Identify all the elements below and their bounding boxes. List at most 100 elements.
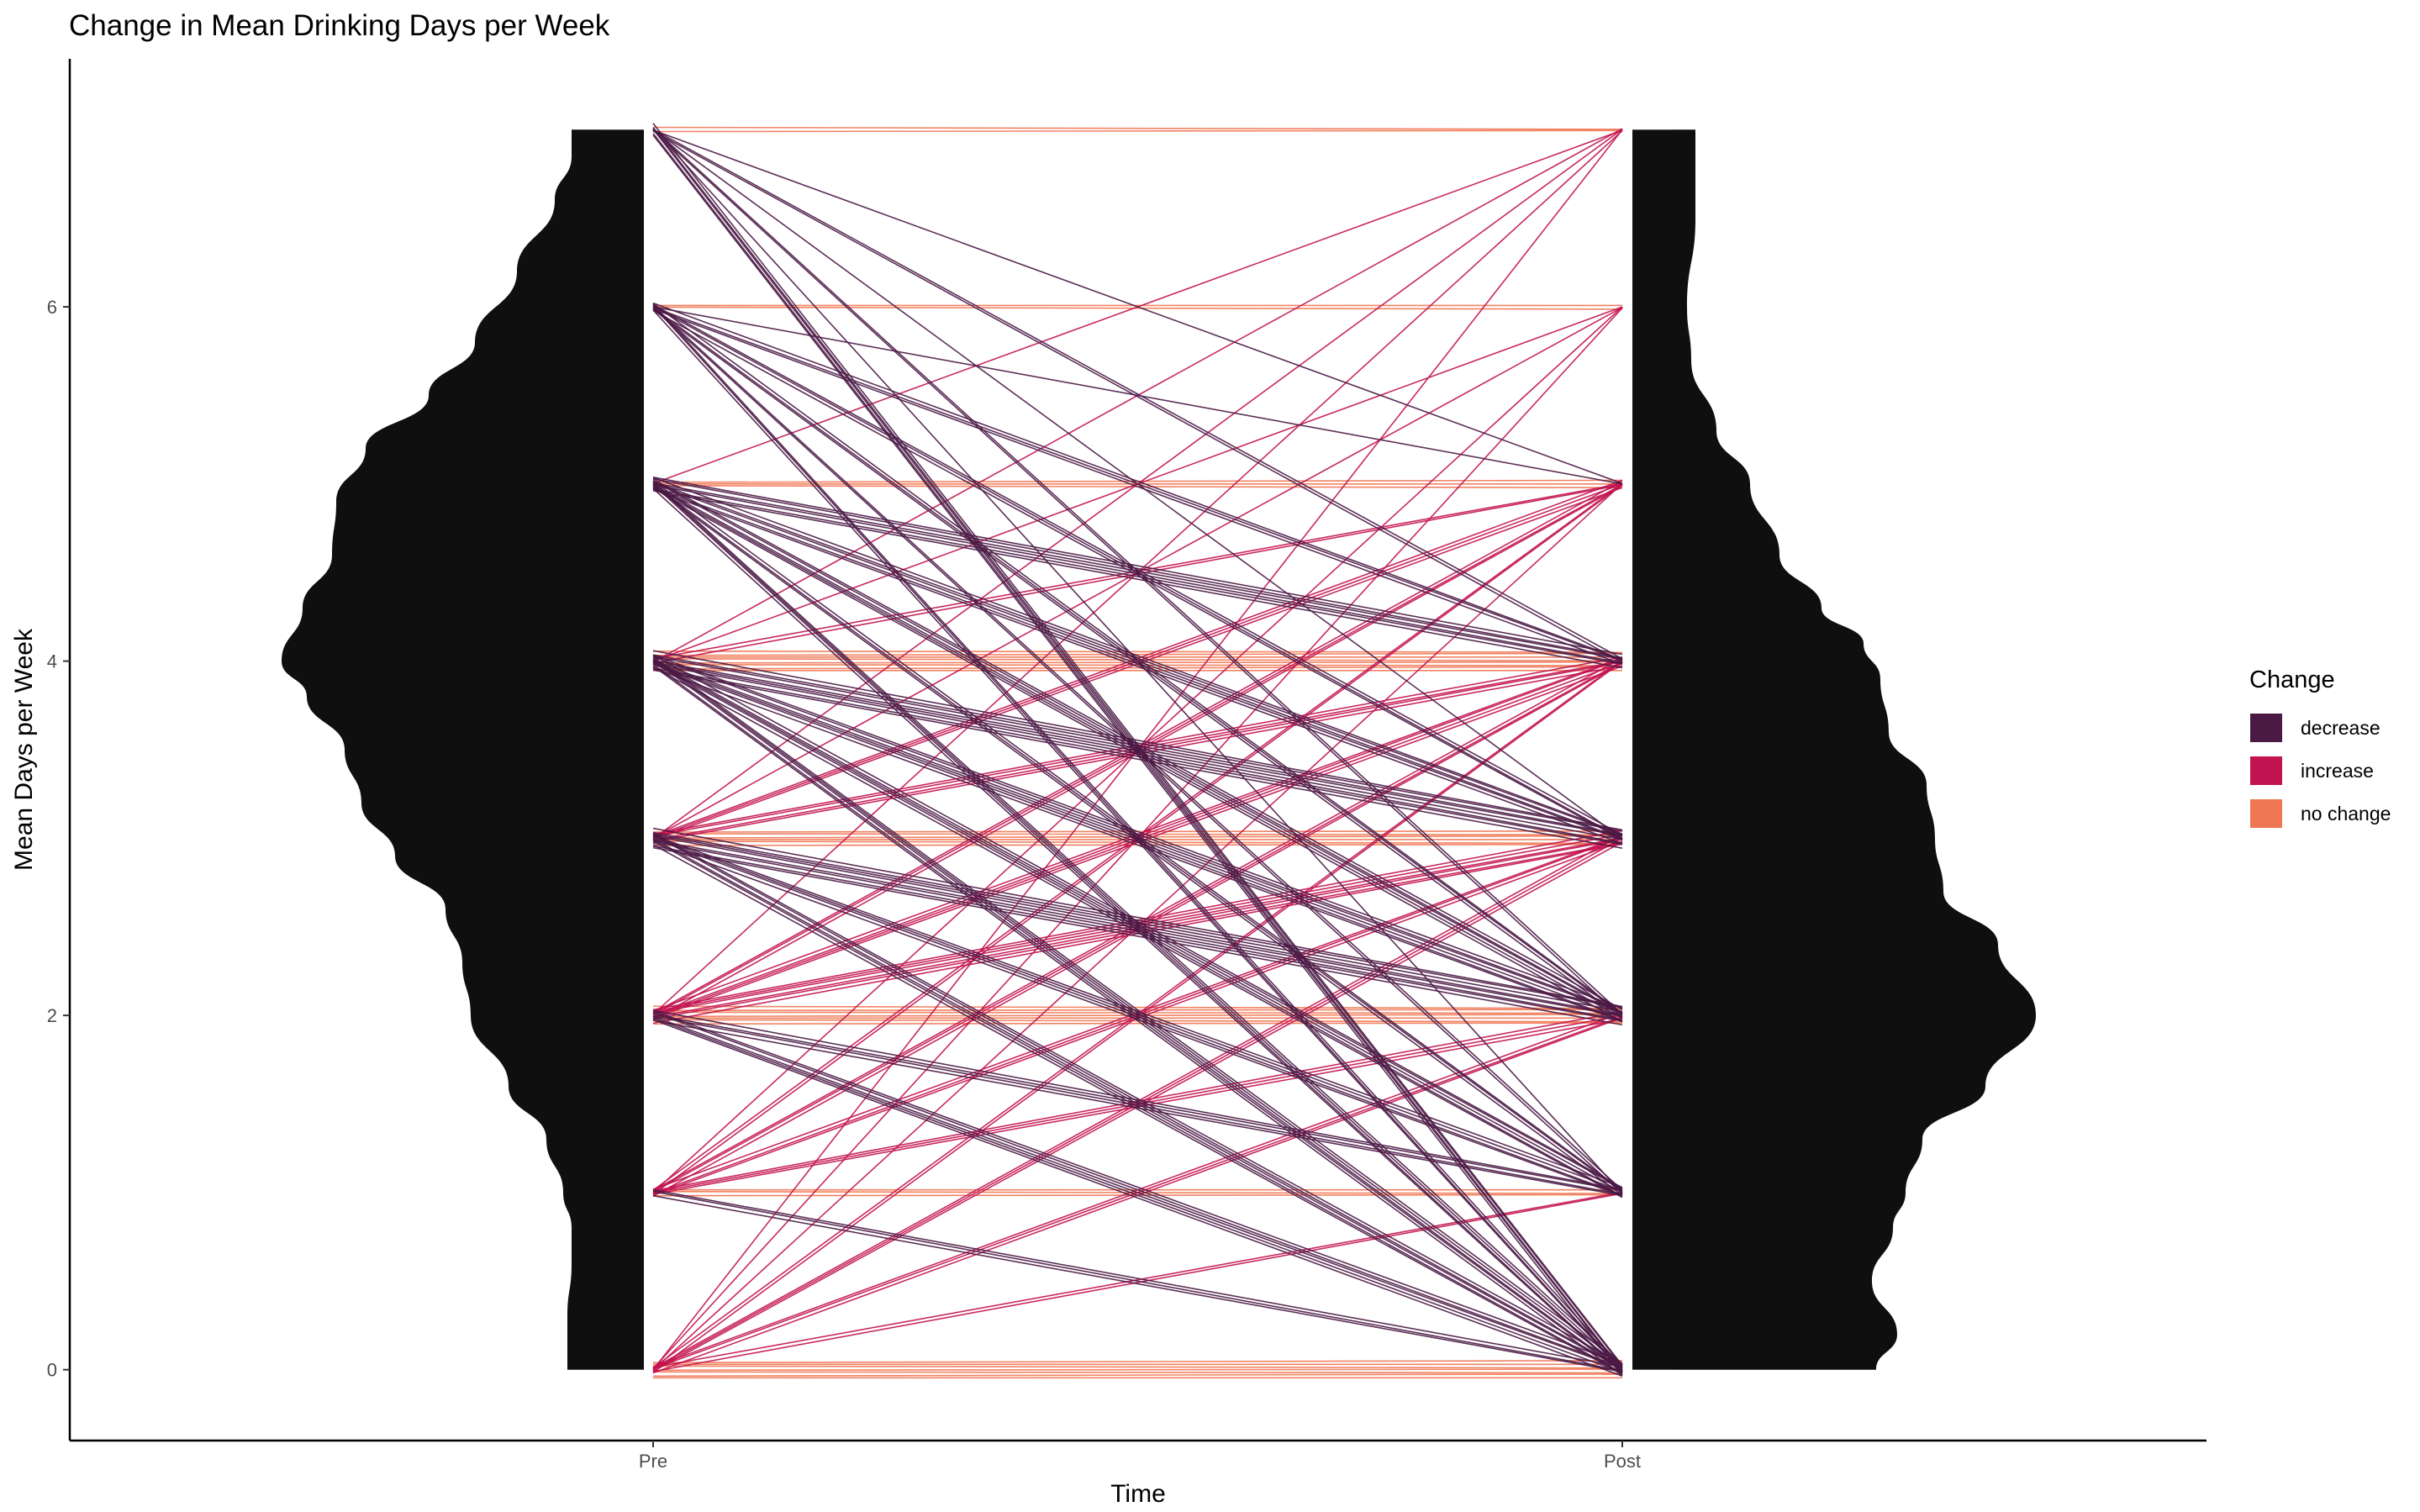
line-decrease [652, 480, 1623, 1014]
line-decrease [652, 835, 1623, 1016]
line-decrease [652, 660, 1623, 1193]
y-tick-label: 2 [47, 1005, 57, 1026]
line-decrease [652, 831, 1623, 1009]
line-decrease [652, 654, 1623, 832]
line-decrease [652, 477, 1623, 656]
line-decrease [652, 1190, 1623, 1372]
line-decrease [652, 482, 1623, 840]
line-decrease [652, 666, 1623, 1199]
line-no-change [652, 658, 1623, 662]
line-decrease [652, 484, 1623, 1193]
legend-key [2250, 756, 2282, 785]
line-no-change [652, 1005, 1623, 1009]
line-decrease [652, 650, 1623, 831]
line-decrease [652, 661, 1623, 840]
density-layer [282, 129, 2036, 1370]
line-decrease [652, 844, 1623, 1375]
line-decrease [652, 838, 1623, 1196]
line-decrease [652, 129, 1623, 484]
line-decrease [652, 484, 1623, 664]
legend-label: decrease [2301, 717, 2380, 739]
legend: Change decrease increase no change [2249, 666, 2391, 828]
line-decrease [652, 1009, 1623, 1191]
line-decrease [652, 660, 1623, 1014]
line-decrease [652, 129, 1623, 660]
line-decrease [652, 1009, 1623, 1365]
line-decrease [652, 659, 1623, 1372]
density-pre-base [601, 129, 644, 1370]
line-decrease [652, 846, 1623, 1026]
legend-label: increase [2301, 760, 2374, 782]
x-axis-title: Time [1110, 1480, 1166, 1508]
line-decrease [652, 130, 1623, 663]
y-tick-label: 4 [47, 651, 57, 672]
line-decrease [652, 486, 1623, 1019]
line-decrease [652, 1194, 1623, 1373]
line-no-change [652, 126, 1623, 130]
line-decrease [652, 309, 1623, 841]
line-decrease [652, 308, 1623, 666]
density-pre [282, 129, 601, 1370]
line-decrease [652, 478, 1623, 1010]
line-decrease [652, 657, 1623, 1368]
line-decrease [652, 654, 1623, 1009]
density-post-base [1632, 129, 1674, 1370]
x-ticks-layer: Pre Post [639, 1441, 1641, 1472]
y-tick-label: 6 [47, 297, 57, 318]
line-decrease [652, 667, 1623, 846]
line-decrease [652, 661, 1623, 1198]
line-decrease [652, 835, 1623, 1188]
line-decrease [652, 663, 1623, 1372]
line-decrease [652, 306, 1623, 485]
x-tick-label: Post [1604, 1451, 1641, 1472]
line-decrease [652, 1188, 1623, 1368]
line-decrease [652, 842, 1623, 1197]
line-decrease [652, 1017, 1623, 1373]
y-ticks-layer: 0 2 4 6 [47, 297, 70, 1381]
line-decrease [652, 477, 1623, 835]
line-no-change [652, 651, 1623, 653]
y-tick-label: 0 [47, 1360, 57, 1381]
line-decrease [652, 839, 1623, 1017]
line-decrease [652, 663, 1623, 1021]
line-decrease [652, 1015, 1623, 1195]
line-decrease [652, 656, 1623, 1364]
line-decrease [652, 488, 1623, 845]
line-decrease [652, 656, 1623, 835]
line-decrease [652, 488, 1623, 666]
line-decrease [652, 1014, 1623, 1192]
line-decrease [652, 490, 1623, 669]
line-decrease [652, 480, 1623, 1191]
line-decrease [652, 482, 1623, 661]
line-decrease [652, 660, 1623, 837]
line-decrease [652, 827, 1623, 1008]
chart-title: Change in Mean Drinking Days per Week [69, 9, 610, 42]
line-decrease [652, 1015, 1623, 1370]
legend-label: no change [2301, 803, 2391, 824]
line-decrease [652, 836, 1623, 1193]
line-no-change [652, 1373, 1623, 1378]
line-decrease [652, 478, 1623, 659]
line-no-change [652, 1365, 1623, 1369]
line-decrease [652, 305, 1623, 840]
line-decrease [652, 656, 1623, 1013]
line-decrease [652, 840, 1623, 1021]
line-decrease [652, 1019, 1623, 1197]
density-post [1674, 129, 2036, 1370]
line-no-change [652, 306, 1623, 310]
line-decrease [652, 669, 1623, 849]
line-decrease [652, 303, 1623, 836]
line-decrease [652, 667, 1623, 1023]
legend-key [2250, 714, 2282, 742]
line-decrease [652, 487, 1623, 1023]
line-no-change [652, 652, 1623, 656]
line-decrease [652, 484, 1623, 1015]
line-decrease [652, 487, 1623, 841]
line-decrease [652, 661, 1623, 1018]
legend-title: Change [2249, 666, 2335, 693]
line-no-change [652, 666, 1623, 670]
line-decrease [652, 834, 1623, 1369]
line-decrease [652, 306, 1623, 661]
line-no-change [652, 129, 1623, 133]
